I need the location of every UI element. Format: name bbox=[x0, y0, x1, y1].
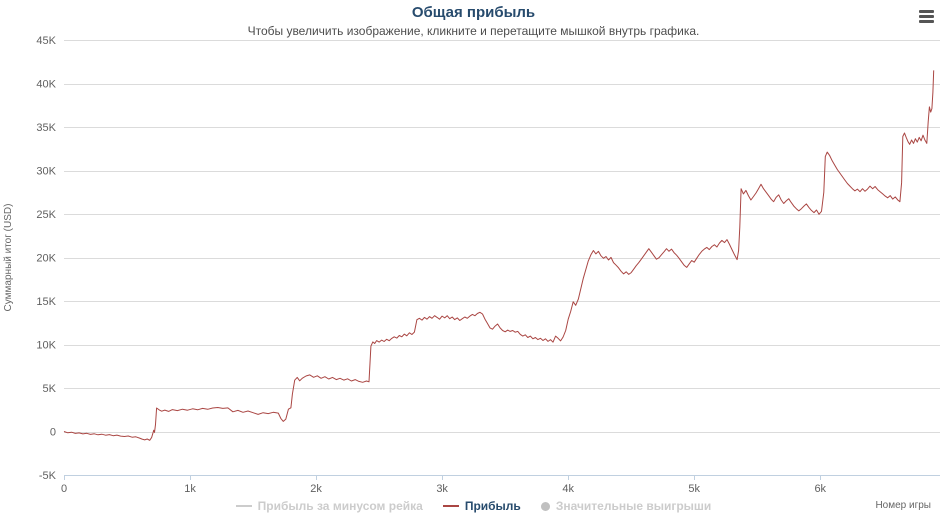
legend-item-profit[interactable]: Прибыль bbox=[442, 499, 521, 513]
y-tick-label: 35K bbox=[36, 122, 56, 134]
y-tick-label: 0 bbox=[50, 427, 56, 439]
chart-title: Общая прибыль bbox=[411, 4, 536, 21]
legend-label-profit-minus-rake: Прибыль за минусом рейка bbox=[257, 499, 423, 513]
x-tick-label: 3k bbox=[436, 483, 448, 495]
line-marker-icon bbox=[442, 505, 459, 507]
x-tick-label: 6k bbox=[814, 483, 826, 495]
y-tick-label: 20K bbox=[36, 253, 56, 265]
x-tick-label: 0 bbox=[61, 483, 67, 495]
x-tick-label: 5k bbox=[688, 483, 700, 495]
export-menu-button[interactable] bbox=[914, 4, 940, 28]
hamburger-icon bbox=[919, 9, 935, 23]
y-tick-label: 30K bbox=[36, 166, 56, 178]
x-tick-label: 2k bbox=[310, 483, 322, 495]
y-tick-label: 5K bbox=[43, 383, 57, 395]
chart-subtitle: Чтобы увеличить изображение, кликните и … bbox=[247, 24, 700, 38]
legend-label-profit: Прибыль bbox=[464, 499, 521, 513]
legend-label-significant-wins: Значительные выигрыши bbox=[555, 499, 712, 513]
legend: Прибыль за минусом рейка Прибыль Значите… bbox=[0, 499, 947, 513]
y-tick-label: 25K bbox=[36, 209, 56, 221]
y-axis-title: Суммарный итог (USD) bbox=[3, 204, 14, 312]
x-axis-title: Номер игры bbox=[875, 500, 931, 511]
y-tick-label: 45K bbox=[36, 35, 56, 47]
y-tick-label: 15K bbox=[36, 296, 56, 308]
x-tick-label: 1k bbox=[184, 483, 196, 495]
circle-marker-icon bbox=[540, 501, 550, 511]
series-line-1 bbox=[63, 70, 935, 441]
legend-item-significant-wins[interactable]: Значительные выигрыши bbox=[540, 499, 712, 513]
y-tick-label: 10K bbox=[36, 340, 56, 352]
x-tick-label: 4k bbox=[562, 483, 574, 495]
y-tick-label: -5K bbox=[39, 470, 57, 482]
y-tick-label: 40K bbox=[36, 79, 56, 91]
line-marker-icon bbox=[235, 505, 252, 507]
legend-item-profit-minus-rake[interactable]: Прибыль за минусом рейка bbox=[235, 499, 423, 513]
